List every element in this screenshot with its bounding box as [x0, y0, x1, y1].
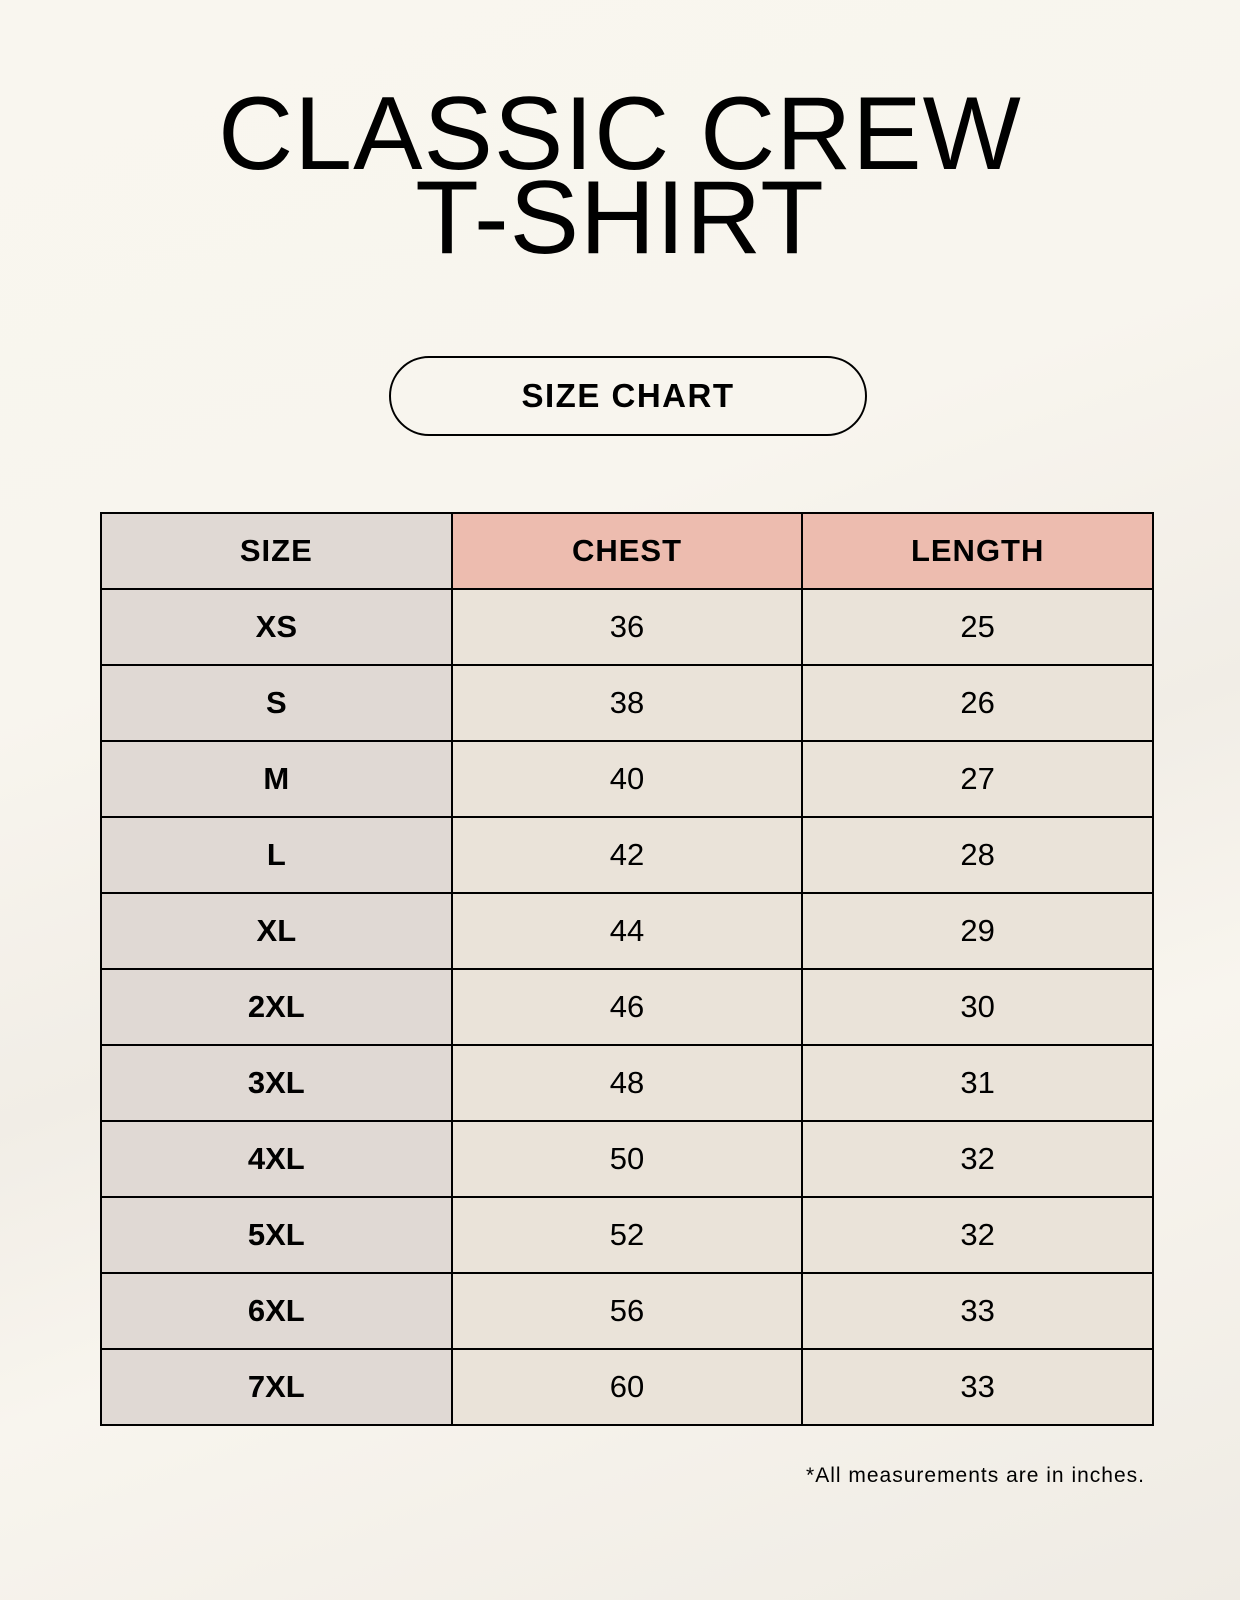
footnote: *All measurements are in inches.: [806, 1464, 1145, 1487]
cell-length: 33: [801, 1272, 1154, 1350]
cell-size: XL: [100, 892, 453, 970]
table-row: L 42 28: [100, 816, 1154, 894]
cell-chest: 42: [450, 816, 804, 894]
table-header-row: SIZE CHEST LENGTH: [100, 512, 1154, 590]
cell-length: 28: [801, 816, 1154, 894]
table-row: 5XL 52 32: [100, 1196, 1154, 1274]
cell-size: M: [100, 740, 453, 818]
table-row: 6XL 56 33: [100, 1272, 1154, 1350]
table-row: S 38 26: [100, 664, 1154, 742]
cell-size: 4XL: [100, 1120, 453, 1198]
cell-chest: 60: [450, 1348, 804, 1426]
cell-length: 27: [801, 740, 1154, 818]
cell-chest: 44: [450, 892, 804, 970]
table-row: XS 36 25: [100, 588, 1154, 666]
cell-size: 3XL: [100, 1044, 453, 1122]
cell-chest: 38: [450, 664, 804, 742]
cell-length: 32: [801, 1120, 1154, 1198]
cell-chest: 40: [450, 740, 804, 818]
cell-length: 30: [801, 968, 1154, 1046]
table-row: 3XL 48 31: [100, 1044, 1154, 1122]
header-chest: CHEST: [450, 512, 804, 590]
cell-size: 5XL: [100, 1196, 453, 1274]
size-chart-badge: SIZE CHART: [389, 356, 867, 436]
table-row: M 40 27: [100, 740, 1154, 818]
cell-chest: 46: [450, 968, 804, 1046]
cell-length: 29: [801, 892, 1154, 970]
header-size: SIZE: [100, 512, 453, 590]
cell-size: 2XL: [100, 968, 453, 1046]
cell-length: 31: [801, 1044, 1154, 1122]
table-row: 7XL 60 33: [100, 1348, 1154, 1426]
cell-length: 32: [801, 1196, 1154, 1274]
title-line-2: T-SHIRT: [415, 160, 825, 276]
cell-chest: 48: [450, 1044, 804, 1122]
header-length: LENGTH: [801, 512, 1154, 590]
table-row: 2XL 46 30: [100, 968, 1154, 1046]
cell-length: 33: [801, 1348, 1154, 1426]
cell-length: 26: [801, 664, 1154, 742]
cell-chest: 50: [450, 1120, 804, 1198]
cell-chest: 52: [450, 1196, 804, 1274]
size-table: SIZE CHEST LENGTH XS 36 25 S 38 26 M 40 27 L 42 28 X…: [100, 512, 1154, 1426]
title-line-1: CLASSIC CREW: [218, 76, 1022, 192]
cell-size: XS: [100, 588, 453, 666]
cell-size: S: [100, 664, 453, 742]
cell-length: 25: [801, 588, 1154, 666]
cell-size: 7XL: [100, 1348, 453, 1426]
cell-size: L: [100, 816, 453, 894]
table-row: XL 44 29: [100, 892, 1154, 970]
cell-size: 6XL: [100, 1272, 453, 1350]
table-row: 4XL 50 32: [100, 1120, 1154, 1198]
cell-chest: 36: [450, 588, 804, 666]
cell-chest: 56: [450, 1272, 804, 1350]
page-title: CLASSIC CREW T-SHIRT: [0, 76, 1240, 276]
